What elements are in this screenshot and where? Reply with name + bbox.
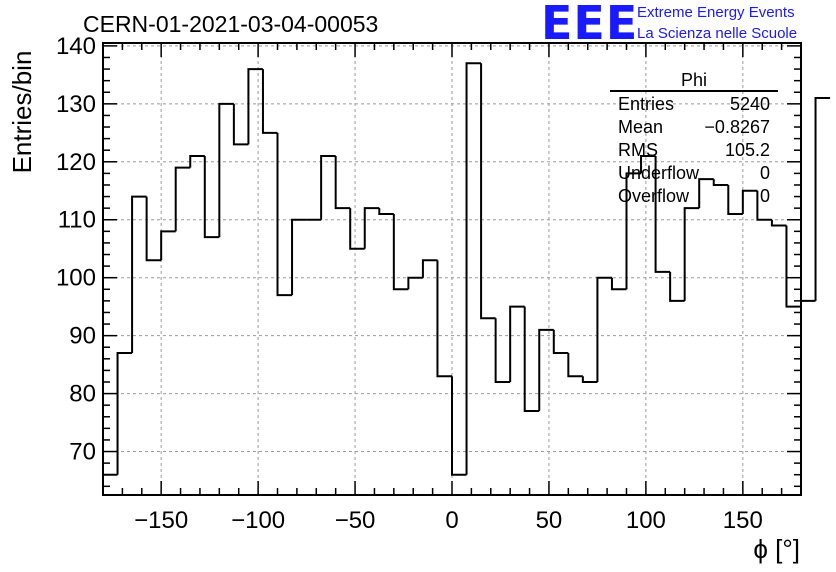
y-tick-label: 140 — [56, 33, 96, 60]
y-tick-label: 120 — [56, 149, 96, 176]
histogram-bin — [654, 156, 671, 273]
logo-line-2: La Scienza nelle Scuole — [637, 25, 798, 42]
histogram-bin — [116, 352, 133, 475]
stats-row-value: 5240 — [730, 94, 770, 114]
histogram-bin — [712, 179, 729, 186]
histogram-bin — [436, 260, 452, 378]
histogram-bin — [291, 218, 307, 296]
y-tick-label: 80 — [69, 381, 96, 408]
eee-logo-mark: EEE — [541, 0, 639, 50]
x-tick-label: 50 — [536, 507, 563, 534]
stats-row-label: Entries — [618, 94, 674, 114]
stats-row-value: −0.8267 — [704, 117, 770, 137]
x-axis-label: ϕ [°] — [753, 534, 800, 564]
histogram-bin — [232, 103, 249, 146]
histogram-bin — [741, 189, 758, 214]
stats-row-label: RMS — [618, 140, 658, 160]
x-tick-label: 100 — [626, 507, 666, 534]
histogram-bin — [756, 190, 772, 221]
histogram-bin — [102, 473, 118, 495]
histogram-bin — [465, 62, 482, 475]
histogram-bin — [189, 155, 205, 168]
stats-row-label: Overflow — [618, 186, 690, 206]
histogram-bin — [596, 276, 612, 382]
histogram-bin — [567, 353, 583, 378]
histogram-bin — [814, 97, 831, 301]
histogram-bin — [640, 155, 656, 174]
stats-row-value: 105.2 — [725, 140, 770, 160]
y-axis-label: Entries/bin — [7, 51, 37, 174]
y-tick-label: 70 — [69, 439, 96, 466]
histogram-bin — [581, 376, 598, 383]
x-tick-label: −150 — [134, 507, 188, 534]
histogram-bin — [727, 184, 743, 215]
histogram-bin — [552, 329, 569, 355]
histogram-bin — [683, 207, 700, 301]
histogram-bin — [523, 306, 540, 412]
histogram-bin — [451, 376, 467, 476]
histogram-bin — [261, 69, 278, 134]
histogram-bin — [334, 156, 351, 210]
histogram-bin — [480, 63, 496, 320]
histogram-bin — [203, 156, 220, 239]
stats-row-value: 0 — [760, 163, 770, 183]
histogram-bin — [785, 225, 801, 308]
x-tick-label: −100 — [231, 507, 285, 534]
histogram-bin — [378, 208, 394, 215]
axes: −150 −100 −50 0 50 100 150 70 80 90 100 110 120 130 14… — [56, 33, 802, 534]
stats-row-label: Mean — [618, 117, 663, 137]
histogram-bin — [145, 196, 162, 262]
x-tick-label: 150 — [723, 507, 763, 534]
logo-line-1: Extreme Energy Events — [637, 4, 795, 21]
histogram-bin — [160, 230, 176, 261]
histogram-bin — [610, 277, 627, 291]
stats-box-title: Phi — [681, 70, 707, 90]
histogram-bin — [625, 172, 642, 290]
histogram-bin — [276, 132, 293, 297]
histogram-bin — [131, 195, 147, 354]
histogram-bin — [800, 299, 816, 307]
stats-row-label: Underflow — [618, 163, 700, 183]
histogram-bin — [247, 68, 263, 145]
histogram-bin — [174, 166, 191, 232]
y-tick-label: 100 — [56, 265, 96, 292]
histogram-bin — [669, 271, 685, 302]
histogram-bin — [363, 207, 380, 249]
histogram-bin — [509, 305, 525, 382]
histogram-bin — [421, 259, 438, 278]
y-tick-label: 90 — [69, 323, 96, 350]
histogram-bin — [494, 318, 511, 383]
histogram-bin — [218, 102, 234, 238]
stats-box-rows: Entries 5240 Mean −0.8267 RMS 105.2 Underflow 0… — [618, 94, 770, 206]
y-tick-label: 130 — [56, 91, 96, 118]
stats-row-value: 0 — [760, 186, 770, 206]
x-tick-label: 0 — [445, 507, 458, 534]
y-tick-label: 110 — [58, 207, 96, 234]
histogram-series — [102, 62, 831, 495]
histogram-bin — [320, 155, 336, 220]
histogram-bin — [698, 178, 714, 209]
chart-title: CERN-01-2021-03-04-00053 — [83, 11, 378, 37]
histogram-bin — [538, 328, 554, 411]
stats-box: Phi Entries 5240 Mean −0.8267 RMS 105.2 Underf… — [610, 70, 778, 206]
histogram-bin — [407, 276, 423, 290]
x-tick-label: −50 — [335, 507, 376, 534]
histogram-bin — [392, 213, 409, 291]
histogram-bin — [349, 208, 365, 250]
histogram-bin — [770, 219, 787, 227]
